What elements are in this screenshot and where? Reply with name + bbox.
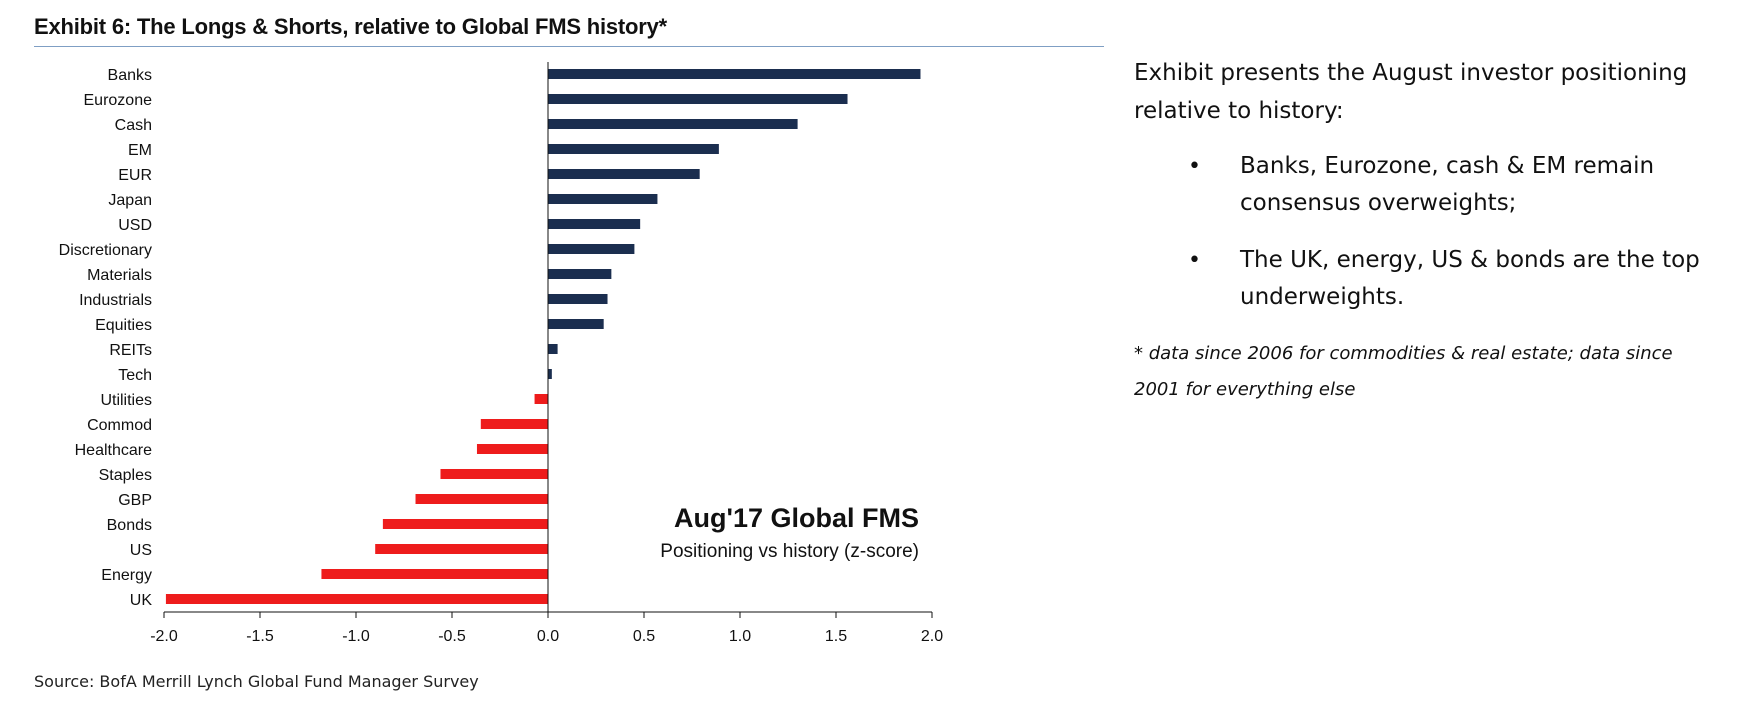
x-tick-label: -1.0 (342, 628, 370, 645)
bar-gbp (415, 494, 548, 504)
bar-usd (548, 219, 641, 229)
commentary-bullets: • Banks, Eurozone, cash & EM remain cons… (1134, 148, 1724, 316)
bar-japan (548, 194, 658, 204)
bar-bonds (382, 519, 548, 529)
bar-banks (548, 69, 921, 79)
category-label: REITs (109, 342, 152, 359)
bar-staples (440, 469, 548, 479)
category-label: Energy (101, 567, 152, 584)
category-label: Banks (108, 67, 152, 84)
x-tick-label: -2.0 (150, 628, 178, 645)
x-tick-label: -1.5 (246, 628, 274, 645)
bar-cash (548, 119, 798, 129)
x-tick-label: 2.0 (921, 628, 943, 645)
source-note: Source: BofA Merrill Lynch Global Fund M… (34, 672, 479, 691)
category-label: Japan (108, 192, 152, 209)
bar-tech (548, 369, 552, 379)
bullet-glyph: • (1188, 248, 1201, 273)
category-label: Tech (118, 367, 152, 384)
category-label: Industrials (79, 292, 152, 309)
category-label: EM (128, 142, 152, 159)
bar-commod (480, 419, 548, 429)
category-label: Cash (115, 117, 152, 134)
axes (163, 62, 933, 618)
bar-eur (548, 169, 700, 179)
title-rule (34, 46, 1104, 47)
bar-chart: Banks Eurozone Cash EM EUR Japan USD Discretion… (59, 62, 943, 645)
bar-reits (548, 344, 558, 354)
x-tick-label: 0.0 (537, 628, 559, 645)
category-label: USD (118, 217, 152, 234)
bullet-glyph: • (1188, 154, 1201, 179)
x-tick-label: 1.5 (825, 628, 847, 645)
tick-labels: -2.0 -1.5 -1.0 -0.5 0.0 0.5 1.0 1.5 2.0 (150, 628, 943, 645)
bar-industrials (548, 294, 608, 304)
chart-subtitle: Positioning vs history (z-score) (660, 541, 919, 562)
bar-healthcare (476, 444, 548, 454)
bullet-text: Banks, Eurozone, cash & EM remain consen… (1240, 153, 1655, 216)
footnote: * data since 2006 for commodities & real… (1134, 343, 1673, 400)
bar-energy (321, 569, 548, 579)
bar-us (375, 544, 548, 554)
exhibit-title: Exhibit 6: The Longs & Shorts, relative … (34, 14, 668, 39)
x-tick-label: 1.0 (729, 628, 751, 645)
category-label: Discretionary (59, 242, 152, 259)
commentary-intro: Exhibit presents the August investor pos… (1134, 60, 1688, 124)
chart-title: Aug'17 Global FMS (674, 503, 919, 533)
bullet-text: The UK, energy, US & bonds are the top u… (1240, 247, 1700, 310)
bar-uk (165, 594, 549, 604)
category-label: Materials (87, 267, 152, 284)
x-tick-label: 0.5 (633, 628, 655, 645)
bar-discretionary (548, 244, 635, 254)
category-label: Eurozone (84, 92, 153, 109)
category-label: Utilities (100, 392, 152, 409)
category-label: Bonds (107, 517, 152, 534)
category-label: Healthcare (75, 442, 152, 459)
category-labels: Banks Eurozone Cash EM EUR Japan USD Discretion… (59, 67, 153, 609)
category-label: UK (130, 592, 153, 609)
bar-utilities (534, 394, 548, 404)
category-label: US (130, 542, 152, 559)
x-tick-label: -0.5 (438, 628, 466, 645)
bar-materials (548, 269, 612, 279)
bullet-item: • The UK, energy, US & bonds are the top… (1134, 242, 1724, 316)
bar-em (548, 144, 719, 154)
category-label: EUR (118, 167, 152, 184)
category-label: Equities (95, 317, 152, 334)
bar-eurozone (548, 94, 848, 104)
category-label: GBP (118, 492, 152, 509)
bar-equities (548, 319, 604, 329)
category-label: Commod (87, 417, 152, 434)
category-label: Staples (99, 467, 152, 484)
bullet-item: • Banks, Eurozone, cash & EM remain cons… (1134, 148, 1724, 222)
commentary-panel: Exhibit presents the August investor pos… (1134, 54, 1724, 408)
bars (165, 69, 921, 604)
